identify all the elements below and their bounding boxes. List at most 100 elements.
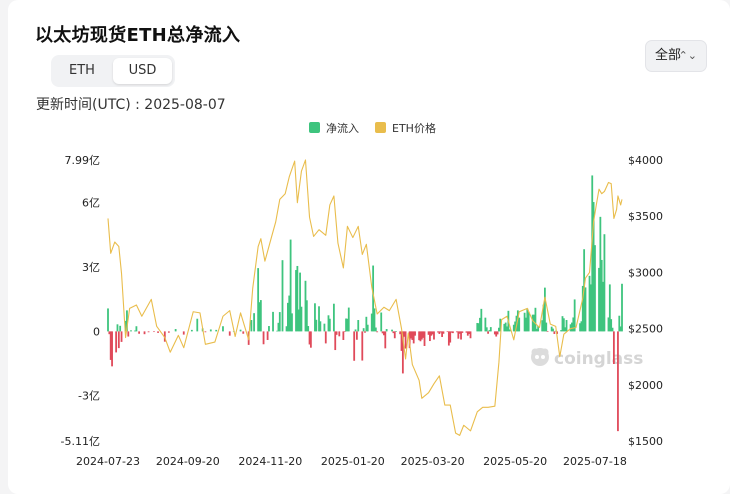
inflow-bar[interactable] [288, 295, 291, 332]
inflow-bar[interactable] [611, 327, 614, 332]
inflow-bar[interactable] [278, 312, 281, 332]
inflow-bar[interactable] [182, 331, 185, 335]
inflow-bar[interactable] [449, 331, 452, 343]
inflow-bar[interactable] [560, 330, 563, 332]
inflow-bar[interactable] [400, 331, 403, 351]
inflow-bar[interactable] [259, 300, 262, 332]
inflow-bar[interactable] [458, 331, 461, 334]
inflow-bar[interactable] [262, 331, 265, 345]
inflow-bar[interactable] [299, 272, 301, 332]
inflow-bar[interactable] [456, 331, 458, 333]
inflow-bar[interactable] [534, 307, 537, 332]
inflow-bar[interactable] [487, 331, 489, 334]
inflow-bar[interactable] [584, 287, 587, 332]
inflow-bar[interactable] [589, 284, 592, 332]
inflow-bar[interactable] [115, 331, 118, 353]
inflow-bar[interactable] [480, 308, 483, 332]
inflow-bar[interactable] [338, 331, 341, 337]
inflow-bar[interactable] [289, 239, 292, 332]
inflow-bar[interactable] [266, 331, 269, 340]
inflow-bar[interactable] [372, 265, 375, 332]
inflow-bar[interactable] [446, 331, 449, 333]
inflow-bar[interactable] [304, 280, 307, 332]
inflow-bar[interactable] [503, 323, 506, 332]
inflow-bar[interactable] [447, 331, 450, 346]
inflow-bar[interactable] [365, 316, 368, 332]
inflow-bar[interactable] [204, 331, 207, 333]
inflow-bar[interactable] [564, 327, 567, 332]
inflow-bar[interactable] [423, 331, 426, 346]
inflow-bar[interactable] [535, 328, 538, 332]
toggle-eth-button[interactable]: ETH [69, 63, 95, 78]
inflow-bar[interactable] [603, 234, 606, 332]
inflow-bar[interactable] [305, 300, 308, 332]
inflow-bar[interactable] [495, 331, 498, 337]
legend-label-inflow[interactable]: 净流入 [326, 121, 359, 135]
inflow-bar[interactable] [345, 318, 347, 332]
inflow-bar[interactable] [484, 317, 487, 332]
inflow-bar[interactable] [498, 327, 500, 332]
inflow-bar[interactable] [335, 331, 338, 335]
inflow-bar[interactable] [342, 331, 345, 340]
inflow-bar[interactable] [493, 331, 496, 335]
inflow-bar[interactable] [138, 331, 141, 334]
inflow-bar[interactable] [343, 331, 346, 333]
inflow-bar[interactable] [135, 326, 138, 332]
inflow-bar[interactable] [315, 319, 318, 332]
inflow-bar[interactable] [608, 284, 611, 332]
inflow-bar[interactable] [250, 320, 253, 332]
inflow-bar[interactable] [334, 331, 337, 351]
inflow-bar[interactable] [353, 331, 356, 361]
inflow-bar[interactable] [362, 328, 365, 332]
inflow-bar[interactable] [328, 318, 331, 332]
inflow-bar[interactable] [562, 318, 565, 332]
inflow-bar[interactable] [366, 324, 369, 332]
inflow-bar[interactable] [222, 326, 224, 332]
inflow-bar[interactable] [599, 216, 602, 332]
inflow-bar[interactable] [370, 313, 373, 332]
inflow-bar[interactable] [391, 329, 393, 332]
inflow-bar[interactable] [433, 331, 435, 340]
inflow-bar[interactable] [239, 329, 242, 332]
inflow-bar[interactable] [545, 322, 548, 332]
inflow-bar[interactable] [126, 310, 128, 332]
inflow-bar[interactable] [610, 319, 613, 332]
inflow-bar[interactable] [276, 330, 278, 332]
inflow-bar[interactable] [374, 327, 377, 332]
inflow-bar[interactable] [452, 331, 454, 334]
inflow-bar[interactable] [361, 331, 364, 361]
inflow-bar[interactable] [438, 331, 441, 334]
inflow-bar[interactable] [309, 331, 312, 348]
inflow-bar[interactable] [308, 331, 311, 345]
inflow-bar[interactable] [116, 324, 119, 332]
inflow-bar[interactable] [598, 267, 600, 332]
inflow-bar[interactable] [572, 317, 575, 332]
inflow-bar[interactable] [127, 331, 130, 337]
inflow-bar[interactable] [580, 321, 583, 332]
inflow-bar[interactable] [602, 281, 604, 332]
inflow-bar[interactable] [174, 329, 177, 332]
inflow-bar[interactable] [469, 331, 472, 339]
inflow-bar[interactable] [318, 306, 320, 332]
inflow-bar[interactable] [571, 322, 573, 332]
inflow-bar[interactable] [541, 320, 544, 332]
inflow-bar[interactable] [130, 330, 132, 332]
inflow-bar[interactable] [504, 322, 507, 332]
inflow-bar[interactable] [544, 287, 546, 332]
toggle-usd-button[interactable]: USD [113, 58, 172, 84]
inflow-bar[interactable] [196, 318, 199, 332]
inflow-bar[interactable] [612, 331, 615, 364]
inflow-bar[interactable] [346, 318, 349, 332]
inflow-bar[interactable] [347, 307, 350, 332]
inflow-bar[interactable] [514, 321, 517, 332]
inflow-bar[interactable] [297, 309, 300, 332]
inflow-bar[interactable] [385, 329, 388, 332]
inflow-bar[interactable] [526, 308, 529, 332]
inflow-bar[interactable] [209, 329, 212, 332]
inflow-bar[interactable] [553, 331, 556, 334]
inflow-bar[interactable] [518, 317, 521, 332]
inflow-bar[interactable] [499, 318, 502, 332]
inflow-bar[interactable] [594, 245, 596, 332]
inflow-bar[interactable] [542, 304, 545, 332]
inflow-bar[interactable] [429, 331, 431, 342]
